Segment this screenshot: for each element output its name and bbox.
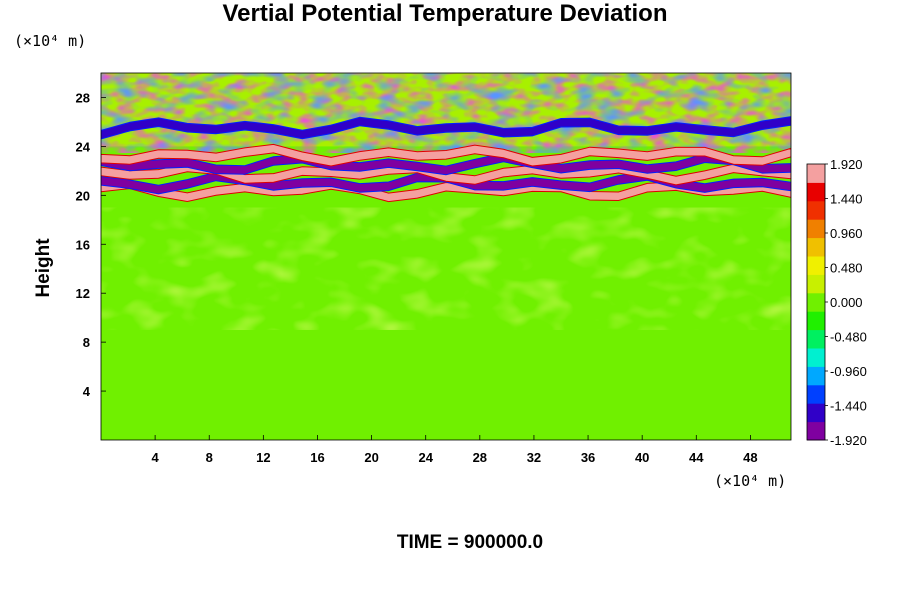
colorbar-swatch: [807, 384, 825, 404]
y-tick-label: 28: [76, 90, 90, 105]
colorbar-tick-label: 1.920: [830, 157, 863, 172]
x-tick-label: 8: [206, 450, 213, 465]
x-tick-label: 16: [310, 450, 324, 465]
colorbar-swatch: [807, 292, 825, 312]
field-band: [101, 171, 791, 195]
y-tick-label: 16: [76, 237, 90, 252]
lower-turbulence-texture: [101, 207, 791, 330]
plot-frame: [100, 72, 792, 441]
x-tick-label: 32: [527, 450, 541, 465]
x-tick-label: 12: [256, 450, 270, 465]
colorbar-tick-label: -1.440: [830, 399, 867, 414]
colorbar-swatch: [807, 164, 825, 183]
x-tick-label: 44: [689, 450, 704, 465]
colorbar-tick-label: 0.960: [830, 226, 863, 241]
colorbar-tick-label: -1.920: [830, 433, 867, 448]
colorbar-tick-label: 1.440: [830, 192, 863, 207]
x-axis-unit: (×10⁴ m): [714, 472, 787, 490]
upper-wave-texture-blue: [101, 73, 791, 153]
colorbar-tick-label: -0.480: [830, 330, 867, 345]
colorbar-swatch: [807, 274, 825, 294]
colorbar-swatch: [807, 256, 825, 275]
colorbar-swatch: [807, 348, 825, 367]
colorbar-tick-label: 0.000: [830, 295, 863, 310]
x-tick-label: 40: [635, 450, 649, 465]
x-tick-label: 24: [418, 450, 433, 465]
x-tick-label: 20: [364, 450, 378, 465]
y-tick-label: 24: [76, 139, 91, 154]
y-tick-label: 20: [76, 188, 90, 203]
y-tick-label: 4: [83, 384, 91, 399]
colorbar-swatch: [807, 329, 825, 349]
field-band: [101, 116, 791, 140]
colorbar-swatch: [807, 311, 825, 331]
x-tick-label: 4: [152, 450, 160, 465]
colorbar-swatch: [807, 237, 825, 257]
y-tick-label: 8: [83, 335, 90, 350]
y-tick-label: 12: [76, 286, 90, 301]
colorbar-swatch: [807, 219, 825, 239]
colorbar-swatch: [807, 200, 825, 220]
colorbar-tick-label: 0.480: [830, 261, 863, 276]
colorbar-swatch: [807, 421, 825, 441]
colorbar-swatch: [807, 366, 825, 386]
time-label: TIME = 900000.0: [396, 532, 544, 553]
x-tick-label: 28: [473, 450, 487, 465]
x-tick-label: 48: [743, 450, 757, 465]
x-tick-label: 36: [581, 450, 595, 465]
colorbar-swatch: [807, 403, 825, 423]
colorbar-swatch: [807, 182, 825, 202]
y-axis-unit: (×10⁴ m): [14, 32, 87, 50]
colorbar-tick-label: -0.960: [830, 364, 867, 379]
field-band: [101, 143, 791, 167]
chart-title: Vertial Potential Temperature Deviation: [222, 0, 668, 27]
